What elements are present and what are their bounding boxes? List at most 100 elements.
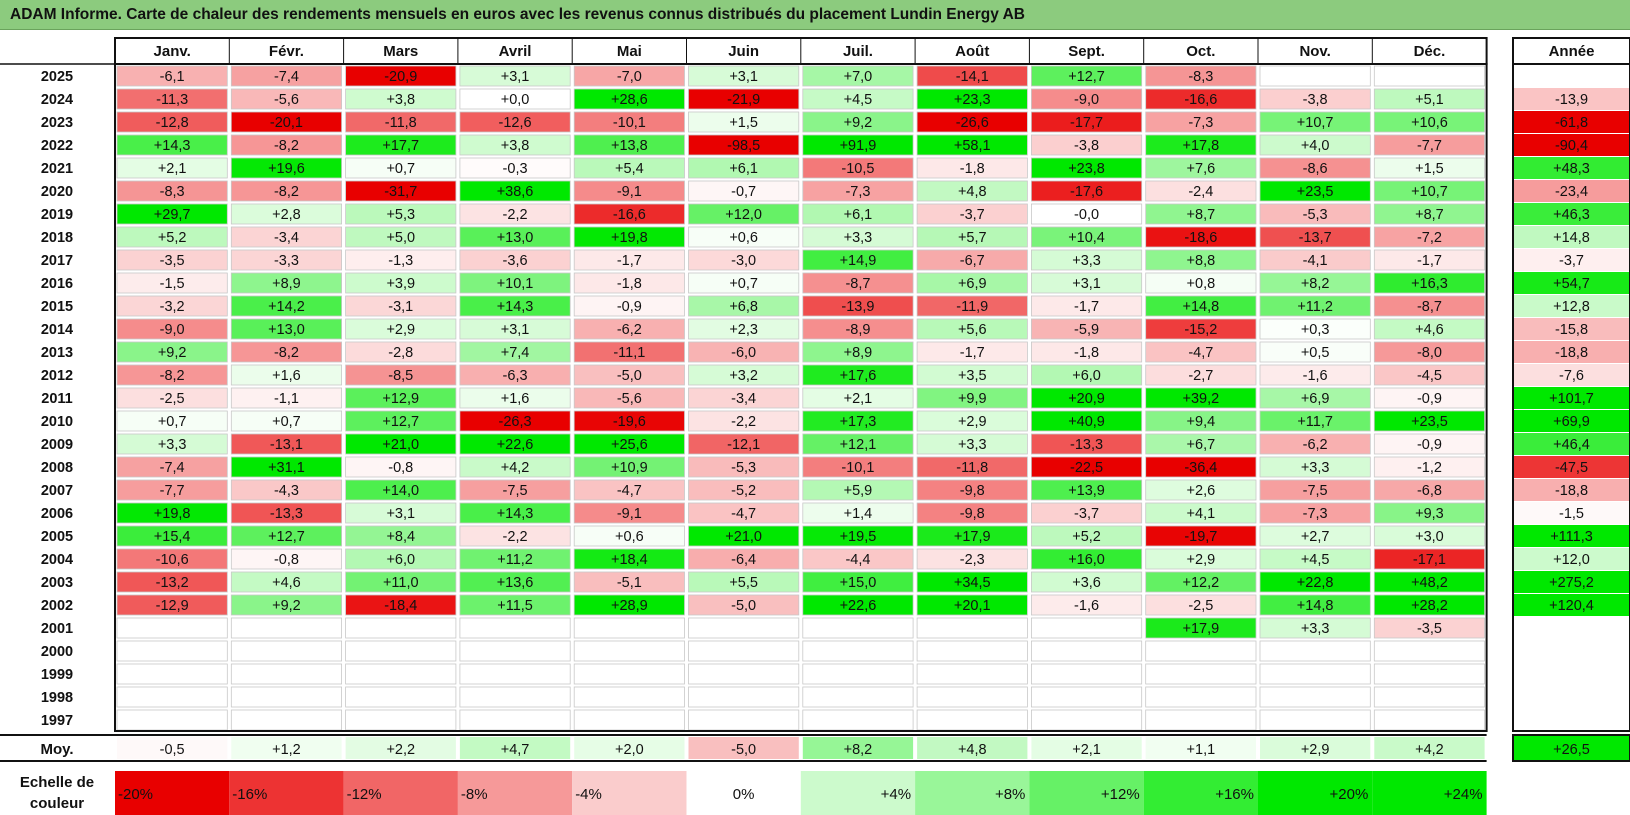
row-year-label: 2003 — [41, 575, 73, 591]
heatmap-cell — [345, 433, 457, 455]
cell-value: -0,0 — [1074, 207, 1099, 223]
cell-value: +5,4 — [615, 161, 644, 177]
cell-value: +23,8 — [1068, 161, 1105, 177]
cell-value: -98,5 — [727, 138, 760, 154]
heatmap-cell — [1031, 249, 1143, 271]
cell-value: +14,8 — [1182, 299, 1219, 315]
average-cell — [117, 737, 228, 759]
heatmap-cell — [116, 134, 228, 156]
cell-value: -4,3 — [274, 483, 299, 499]
row-year-label: 2016 — [41, 276, 73, 292]
heatmap-cell — [345, 663, 457, 685]
heatmap-cell — [459, 180, 571, 202]
heatmap-cell — [459, 295, 571, 317]
heatmap-cell — [573, 663, 685, 685]
cell-value: -6,0 — [731, 345, 756, 361]
cell-value: +3,8 — [386, 92, 415, 108]
cell-value: -17,6 — [1070, 184, 1103, 200]
cell-value: -9,0 — [1074, 92, 1099, 108]
cell-value: -7,2 — [1417, 230, 1442, 246]
row-year-label: 2007 — [41, 483, 73, 499]
heatmap-cell — [116, 180, 228, 202]
cell-value: -11,8 — [385, 115, 417, 131]
average-value: +2,1 — [1072, 742, 1101, 758]
average-cell — [1260, 737, 1371, 759]
heatmap-cell — [1259, 502, 1371, 524]
heatmap-cell — [916, 456, 1028, 478]
heatmap-cell — [688, 157, 800, 179]
cell-value: +22,6 — [497, 437, 534, 453]
heatmap-cell — [916, 548, 1028, 570]
cell-value: +4,5 — [844, 92, 873, 108]
heatmap-cell — [459, 203, 571, 225]
cell-value: +5,2 — [1072, 529, 1101, 545]
cell-value: -18,4 — [384, 598, 417, 614]
heatmap-cell — [1373, 663, 1486, 685]
cell-value: +14,8 — [1297, 598, 1334, 614]
cell-value: +11,2 — [497, 552, 533, 568]
heatmap-cell — [1259, 456, 1371, 478]
annual-value: -23,4 — [1555, 184, 1588, 200]
heatmap-cell — [459, 663, 571, 685]
cell-value: -8,2 — [274, 345, 299, 361]
heatmap-cell — [459, 226, 571, 248]
cell-value: +23,3 — [954, 92, 991, 108]
cell-value: -15,2 — [1184, 322, 1217, 338]
cell-value: -4,7 — [731, 506, 756, 522]
heatmap-cell — [1145, 594, 1257, 616]
cell-value: +11,0 — [383, 575, 419, 591]
cell-value: -7,3 — [845, 184, 870, 200]
cell-value: -10,6 — [156, 552, 189, 568]
heatmap-cell — [230, 548, 343, 570]
cell-value: +0,7 — [158, 414, 187, 430]
heatmap-cell — [688, 456, 800, 478]
heatmap-cell — [916, 571, 1028, 593]
heatmap-cell — [230, 640, 343, 662]
cell-value: -9,1 — [617, 184, 642, 200]
heatmap-cell — [1259, 65, 1371, 87]
average-label: Moy. — [40, 741, 73, 758]
heatmap-cell — [1031, 640, 1143, 662]
annual-cell — [1514, 203, 1629, 225]
scale-tick-label: -4% — [575, 786, 602, 803]
heatmap-cell — [116, 387, 228, 409]
average-value: +1,2 — [272, 742, 301, 758]
cell-value: +0,6 — [729, 230, 758, 246]
heatmap-cell — [1259, 203, 1371, 225]
annual-value: +69,9 — [1553, 414, 1590, 430]
cell-value: -3,6 — [503, 253, 528, 269]
heatmap-cell — [459, 617, 571, 639]
annual-cell — [1514, 111, 1629, 133]
cell-value: -0,8 — [388, 460, 413, 476]
heatmap-cell — [688, 111, 800, 133]
cell-value: -17,7 — [1070, 115, 1103, 131]
annual-cell — [1514, 479, 1629, 501]
heatmap-cell — [1373, 65, 1486, 87]
heatmap-cell — [1259, 525, 1371, 547]
heatmap-cell — [116, 157, 228, 179]
cell-value: +2,6 — [1187, 483, 1216, 499]
cell-value: -8,2 — [274, 184, 299, 200]
heatmap-cell — [230, 295, 343, 317]
heatmap-cell — [1031, 525, 1143, 547]
heatmap-cell — [116, 479, 228, 501]
cell-value: -22,5 — [1070, 460, 1103, 476]
cell-value: +3,1 — [1072, 276, 1101, 292]
cell-value: -8,3 — [1188, 69, 1213, 85]
heatmap-cell — [1145, 433, 1257, 455]
heatmap-cell — [802, 341, 914, 363]
annual-cell — [1514, 709, 1629, 731]
heatmap-cell — [916, 364, 1028, 386]
heatmap-cell — [688, 88, 800, 110]
cell-value: -0,7 — [731, 184, 756, 200]
cell-value: -5,9 — [1074, 322, 1099, 338]
cell-value: -14,1 — [956, 69, 989, 85]
heatmap-cell — [916, 525, 1028, 547]
cell-value: +17,6 — [840, 368, 877, 384]
grid-frame — [114, 63, 1488, 732]
cell-value: -8,7 — [845, 276, 870, 292]
row-year-label: 2012 — [41, 368, 73, 384]
cell-value: +9,2 — [158, 345, 187, 361]
cell-value: -0,9 — [1417, 391, 1442, 407]
